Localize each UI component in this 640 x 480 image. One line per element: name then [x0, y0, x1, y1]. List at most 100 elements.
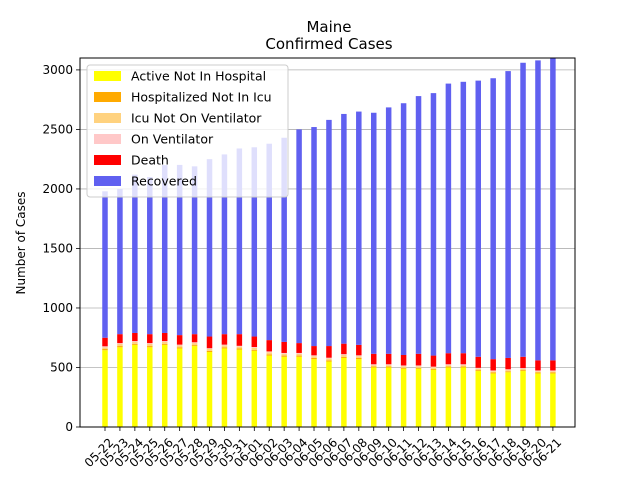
- bar-segment: [370, 112, 377, 354]
- bar-segment: [326, 361, 332, 427]
- bar-segment: [236, 348, 243, 350]
- bar-segment: [102, 350, 108, 427]
- bar-segment: [117, 334, 123, 344]
- bar-segment: [251, 350, 258, 427]
- bar-segment: [266, 354, 272, 356]
- bar-segment: [236, 148, 243, 335]
- bar-segment: [445, 367, 452, 427]
- bar-segment: [281, 352, 287, 354]
- bar-segment: [326, 119, 332, 347]
- bar-segment: [356, 359, 362, 427]
- bar-segment: [132, 344, 138, 427]
- bar-segment: [117, 343, 123, 344]
- bar-segment: [415, 368, 422, 427]
- bar-segment: [356, 111, 362, 345]
- bar-segment: [102, 349, 108, 351]
- bar-segment: [311, 346, 317, 356]
- bar-segment: [147, 346, 153, 348]
- bar-segment: [176, 344, 183, 346]
- bar-segment: [326, 357, 332, 359]
- bar-segment: [520, 368, 526, 369]
- bar-segment: [535, 371, 541, 373]
- bar-segment: [520, 371, 526, 427]
- bar-segment: [161, 332, 168, 342]
- y-axis-label: Number of Cases: [14, 191, 28, 294]
- bar-segment: [445, 364, 452, 366]
- bar-segment: [191, 345, 198, 347]
- bar-segment: [251, 347, 258, 348]
- legend-swatch: [94, 92, 121, 102]
- bar-segment: [266, 143, 272, 341]
- bar-segment: [445, 366, 452, 368]
- legend-swatch: [94, 134, 121, 144]
- bar-segment: [550, 371, 556, 373]
- bar-segment: [102, 337, 108, 347]
- bar-segment: [535, 360, 541, 371]
- bar-segment: [161, 341, 168, 342]
- bar-segment: [176, 345, 183, 348]
- y-tick-label: 1500: [42, 241, 73, 255]
- bar-segment: [370, 365, 377, 367]
- legend-box: [86, 64, 289, 198]
- bar-segment: [415, 367, 422, 369]
- bar-segment: [490, 371, 496, 373]
- bar-segment: [206, 350, 213, 353]
- bar-segment: [296, 353, 302, 356]
- bar-segment: [296, 343, 302, 353]
- bar-segment: [236, 345, 243, 347]
- bar-segment: [550, 360, 556, 371]
- bar-segment: [430, 366, 437, 368]
- bar-segment: [370, 367, 377, 427]
- y-tick-label: 2500: [42, 122, 73, 136]
- bar-segment: [520, 370, 526, 372]
- bar-segment: [445, 83, 452, 354]
- bar-segment: [206, 159, 213, 337]
- bar-segment: [490, 359, 496, 371]
- bar-segment: [445, 365, 452, 367]
- bar-segment: [117, 188, 123, 335]
- bar-segment: [266, 352, 272, 355]
- bar-segment: [460, 365, 467, 367]
- bar-segment: [460, 366, 467, 368]
- bar-segment: [326, 358, 332, 361]
- bar-segment: [415, 366, 422, 368]
- bar-segment: [490, 372, 496, 374]
- bar-segment: [505, 370, 511, 372]
- legend: Active Not In Hospital Hospitalized Not I…: [86, 64, 289, 198]
- bar-segment: [460, 81, 467, 354]
- bar-segment: [176, 335, 183, 345]
- bar-segment: [311, 355, 317, 357]
- y-tick-label: 500: [50, 360, 73, 374]
- bar-segment: [311, 127, 317, 347]
- bar-segment: [341, 356, 347, 358]
- bar-segment: [132, 341, 138, 342]
- bar-segment: [221, 334, 228, 345]
- bar-segment: [505, 372, 511, 427]
- bar-segment: [550, 370, 556, 372]
- bar-segment: [311, 356, 317, 358]
- bar-segment: [535, 372, 541, 374]
- bar-segment: [102, 346, 108, 348]
- bar-segment: [161, 165, 168, 333]
- y-tick-label: 2000: [42, 182, 73, 196]
- bar-segment: [281, 137, 287, 342]
- bar-segment: [296, 129, 302, 344]
- bar-segment: [281, 353, 287, 356]
- bar-segment: [505, 71, 511, 358]
- bar-segment: [385, 365, 392, 367]
- legend-label: Hospitalized Not In Icu: [131, 90, 272, 105]
- bar-segment: [251, 347, 258, 350]
- bar-segment: [415, 353, 422, 366]
- bar-segment: [356, 344, 362, 356]
- bar-segment: [147, 334, 153, 344]
- legend-swatch: [94, 71, 121, 81]
- bar-segment: [400, 103, 407, 355]
- bar-segment: [281, 341, 287, 353]
- bar-segment: [550, 58, 556, 361]
- bar-segment: [475, 80, 481, 357]
- bar-segment: [535, 373, 541, 427]
- bar-segment: [341, 113, 347, 344]
- bar-segment: [505, 369, 511, 371]
- bar-segment: [266, 355, 272, 427]
